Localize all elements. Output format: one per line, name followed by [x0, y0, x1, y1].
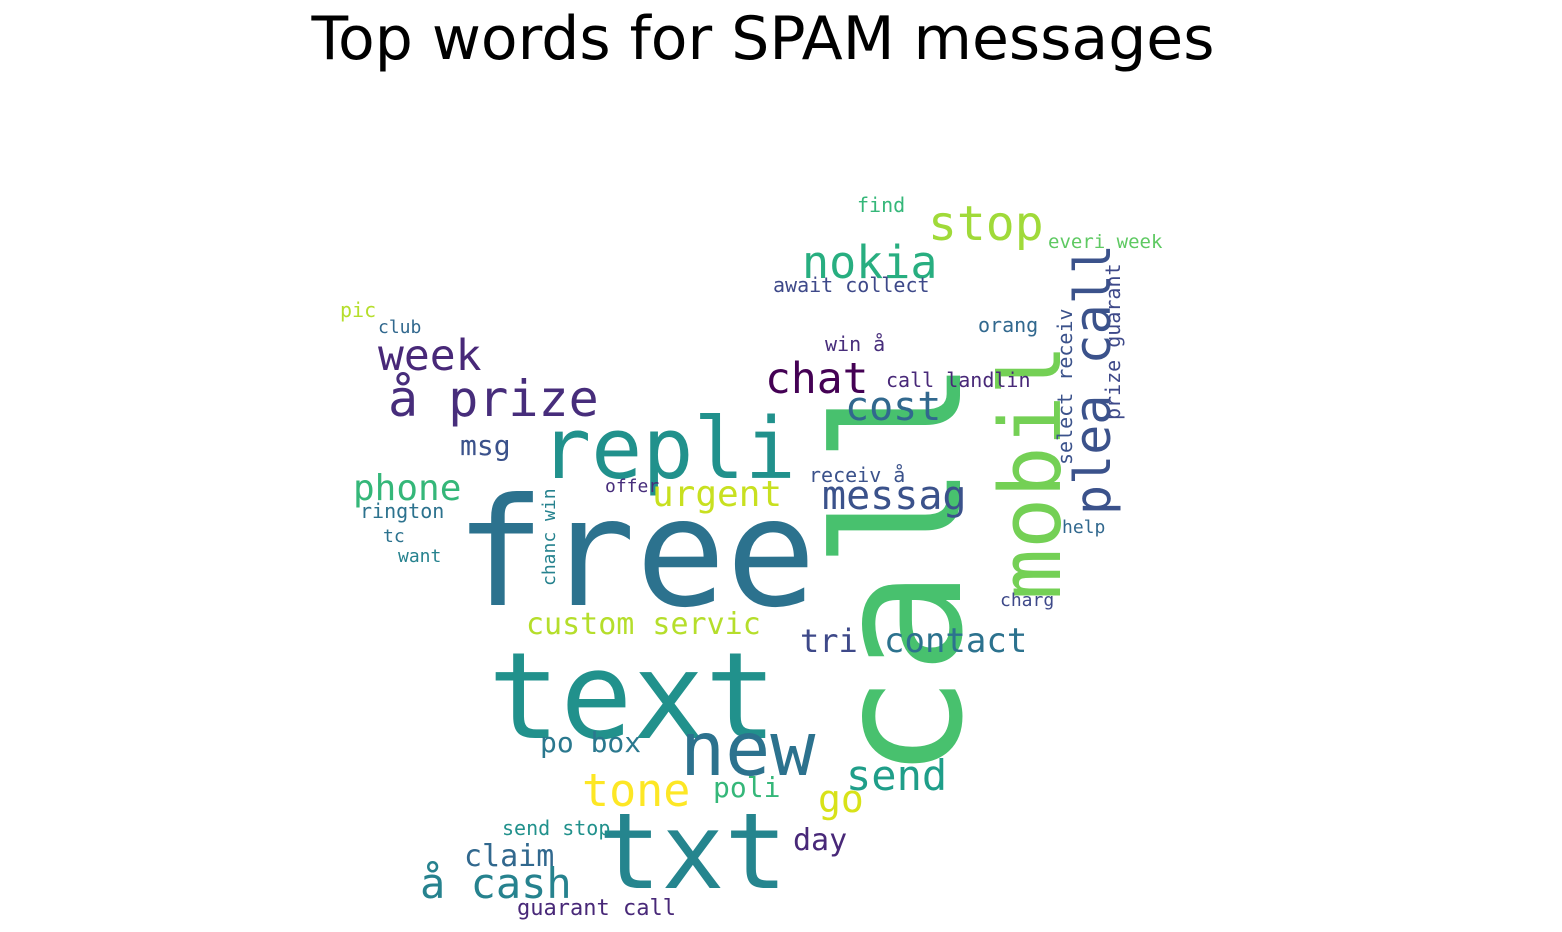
cloud-word: messag: [822, 473, 967, 519]
cloud-word: tri: [800, 622, 858, 660]
cloud-word: help: [1062, 517, 1105, 538]
cloud-word: claim: [464, 839, 554, 874]
cloud-word: go: [818, 777, 864, 821]
cloud-word: everi week: [1048, 231, 1163, 253]
cloud-word: repli: [540, 400, 796, 499]
cloud-word: chat: [765, 354, 869, 404]
cloud-word: select receiv: [1053, 308, 1077, 465]
cloud-word: å cash: [420, 859, 572, 908]
cloud-word: tone: [582, 764, 690, 817]
cloud-word: pic: [340, 298, 376, 322]
cloud-word: å prize: [388, 370, 599, 428]
cloud-word: chanc win: [539, 488, 560, 586]
cloud-word: free: [455, 467, 816, 641]
cloud-word: await collect: [773, 273, 930, 297]
cloud-word: txt: [598, 791, 788, 913]
cloud-word: prize guarant: [1101, 263, 1125, 420]
cloud-word: charg: [1000, 590, 1054, 611]
cloud-word: po box: [540, 726, 641, 759]
cloud-word: offer: [605, 476, 659, 497]
cloud-word: plea call: [1064, 244, 1122, 515]
cloud-word: urgent: [652, 474, 782, 515]
cloud-word: custom servic: [526, 607, 761, 642]
cloud-word: day: [793, 823, 847, 858]
cloud-word: orang: [978, 313, 1038, 337]
cloud-word: receiv å: [809, 463, 905, 487]
cloud-word: call: [799, 359, 1002, 780]
cloud-word: send: [846, 751, 947, 800]
cloud-word: win å: [825, 332, 885, 356]
cloud-word: phone: [353, 468, 461, 509]
cloud-word: send stop: [502, 816, 610, 840]
cloud-word: text: [488, 628, 777, 767]
chart-title: Top words for SPAM messages: [311, 4, 1215, 74]
cloud-word: tc: [383, 526, 405, 547]
cloud-word: club: [378, 317, 421, 338]
cloud-word: rington: [360, 499, 444, 523]
cloud-word: guarant call: [517, 896, 676, 921]
cloud-word: cost: [845, 384, 941, 430]
cloud-word: nokia: [802, 236, 937, 289]
cloud-word: new: [680, 705, 816, 793]
cloud-word: want: [398, 546, 441, 567]
cloud-word: week: [378, 331, 482, 381]
cloud-word: msg: [460, 429, 511, 462]
cloud-word: find: [857, 193, 905, 217]
cloud-word: stop: [928, 196, 1044, 252]
cloud-word: contact: [884, 621, 1027, 661]
cloud-word: mobil: [982, 344, 1081, 600]
cloud-word: poli: [713, 771, 780, 804]
cloud-word: call landlin: [886, 368, 1031, 392]
